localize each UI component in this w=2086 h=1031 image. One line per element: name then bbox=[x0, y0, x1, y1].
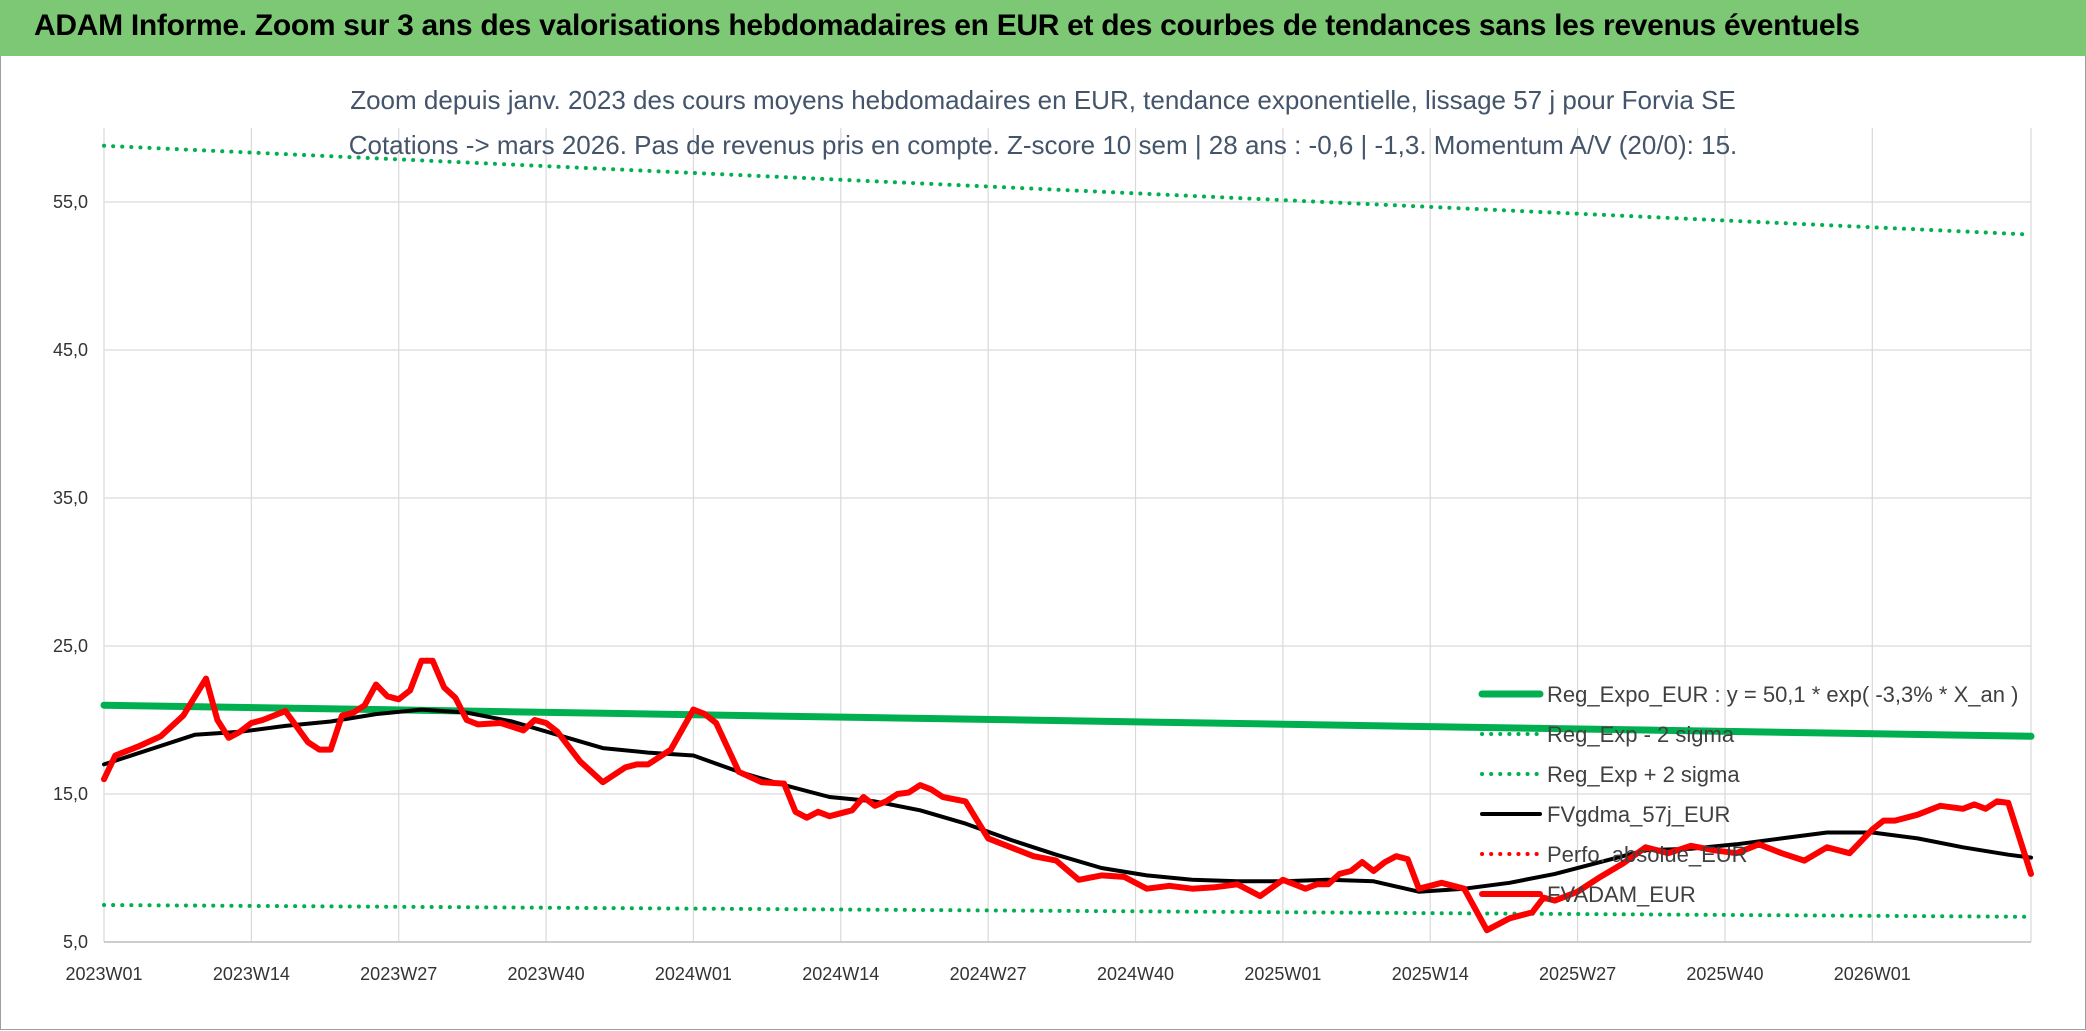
legend-label: FVgdma_57j_EUR bbox=[1547, 802, 1730, 827]
chart-subtitle-line-1: Zoom depuis janv. 2023 des cours moyens … bbox=[350, 85, 1736, 115]
legend: Reg_Expo_EUR : y = 50,1 * exp( -3,3% * X… bbox=[1478, 682, 2018, 907]
x-tick-label: 2023W40 bbox=[508, 964, 585, 984]
series-layer bbox=[100, 143, 2035, 934]
y-tick-label: 45,0 bbox=[53, 340, 88, 360]
y-axis: 5,0 15,0 25,0 35,0 45,0 55,0 bbox=[53, 192, 88, 952]
report-title: ADAM Informe. Zoom sur 3 ans des valoris… bbox=[34, 9, 1860, 42]
y-tick-label: 15,0 bbox=[53, 784, 88, 804]
x-axis: 2023W01 2023W14 2023W27 2023W40 2024W01 2024W… bbox=[65, 941, 2031, 984]
legend-label: Perfo. absolue_EUR bbox=[1547, 842, 1748, 867]
x-tick-label: 2025W14 bbox=[1392, 964, 1469, 984]
legend-label: Reg_Expo_EUR : y = 50,1 * exp( -3,3% * X… bbox=[1547, 682, 2018, 707]
x-tick-label: 2024W27 bbox=[950, 964, 1027, 984]
report-banner: ADAM Informe. Zoom sur 3 ans des valoris… bbox=[0, 0, 2086, 57]
series-line-fvgdma-57j-eur bbox=[102, 707, 2033, 894]
series-line-reg-exp-2-sigma bbox=[102, 903, 2033, 919]
x-tick-label: 2025W27 bbox=[1539, 964, 1616, 984]
x-tick-label: 2023W14 bbox=[213, 964, 290, 984]
y-tick-label: 25,0 bbox=[53, 636, 88, 656]
x-tick-label: 2025W01 bbox=[1244, 964, 1321, 984]
x-tick-label: 2023W27 bbox=[360, 964, 437, 984]
series-line-reg-exp-2-sigma bbox=[102, 143, 2033, 237]
legend-label: Reg_Exp - 2 sigma bbox=[1547, 722, 1735, 747]
y-tick-label: 35,0 bbox=[53, 488, 88, 508]
x-tick-label: 2024W14 bbox=[802, 964, 879, 984]
x-tick-label: 2024W01 bbox=[655, 964, 732, 984]
series-line-fvadam-eur bbox=[101, 657, 2034, 934]
grid-lines bbox=[103, 128, 2032, 943]
x-tick-label: 2025W40 bbox=[1686, 964, 1763, 984]
x-tick-label: 2026W01 bbox=[1834, 964, 1911, 984]
legend-label: Reg_Exp + 2 sigma bbox=[1547, 762, 1740, 787]
y-tick-label: 55,0 bbox=[53, 192, 88, 212]
legend-label: FVADAM_EUR bbox=[1547, 882, 1696, 907]
y-tick-label: 5,0 bbox=[63, 932, 88, 952]
x-tick-label: 2023W01 bbox=[65, 964, 142, 984]
line-chart: Zoom depuis janv. 2023 des cours moyens … bbox=[53, 85, 2035, 984]
x-tick-label: 2024W40 bbox=[1097, 964, 1174, 984]
series-line-reg-expo-eur-y-50-1-exp-3-3-x-an bbox=[100, 701, 2035, 740]
chart-frame: Zoom depuis janv. 2023 des cours moyens … bbox=[0, 56, 2086, 1030]
chart-subtitle-line-2: Cotations -> mars 2026. Pas de revenus p… bbox=[349, 130, 1738, 160]
